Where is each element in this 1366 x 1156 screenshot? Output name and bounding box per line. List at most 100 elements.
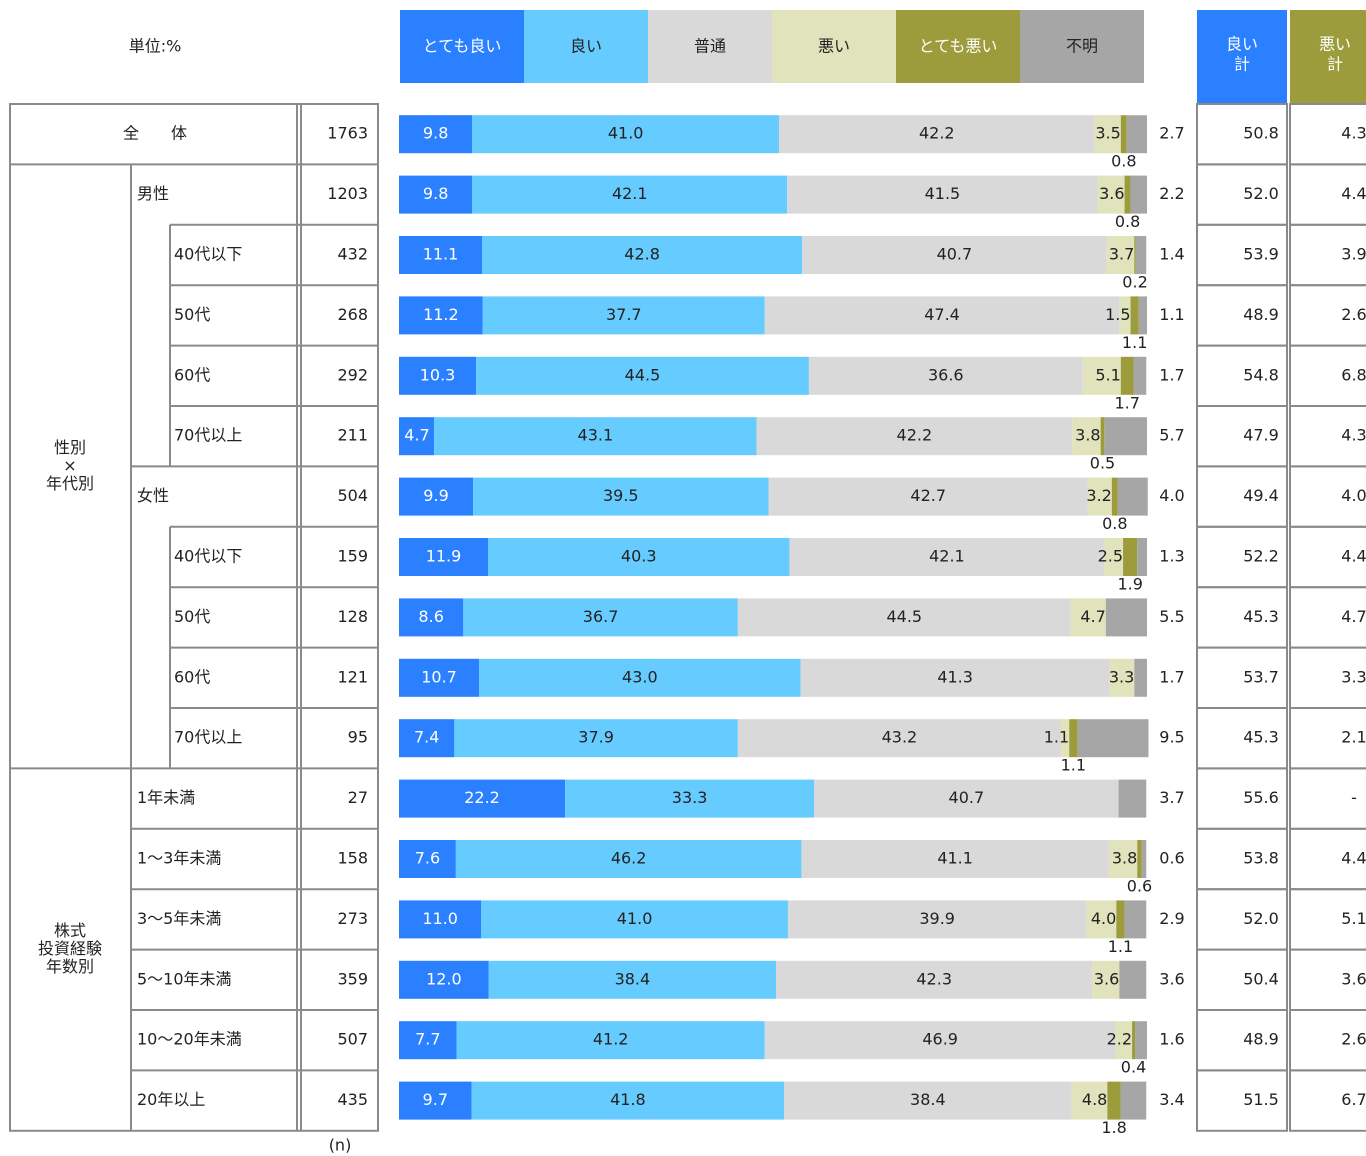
data-label: 1.7 (1114, 393, 1139, 412)
row-label: 1年未満 (137, 788, 195, 807)
data-label: 3.7 (1159, 788, 1184, 807)
bar-segment (481, 900, 788, 939)
summary-value: 4.4 (1341, 849, 1366, 868)
bar-segment (399, 598, 464, 637)
data-label: 37.9 (578, 728, 614, 747)
data-label: 0.4 (1121, 1058, 1146, 1077)
data-label: 1.9 (1117, 575, 1142, 594)
bar-segment (1134, 658, 1147, 697)
unit-label: 単位:% (129, 37, 182, 56)
bar-segment (1077, 719, 1149, 758)
bar-segment (1086, 900, 1117, 939)
group-label: × (63, 456, 76, 475)
summary-header-label: 良い (1226, 35, 1258, 54)
bar-segment (399, 477, 474, 516)
bar-segment (1070, 598, 1106, 637)
legend-label: とても悪い (919, 37, 998, 56)
bar-segment (1132, 1021, 1136, 1060)
data-label: 0.6 (1159, 849, 1184, 868)
n-value: 121 (337, 667, 368, 686)
data-label: 10.3 (420, 365, 456, 384)
data-label: 5.1 (1095, 365, 1120, 384)
summary-header-label: 悪い (1319, 35, 1351, 54)
group-label: 投資経験 (38, 939, 102, 958)
data-label: 38.4 (910, 1090, 946, 1109)
summary-header (1197, 10, 1287, 104)
row-label: 男性 (137, 184, 169, 203)
data-label: 1.8 (1101, 1118, 1126, 1137)
data-label: 4.7 (1080, 607, 1105, 626)
bar-segment (1120, 356, 1134, 395)
data-label: 36.6 (928, 365, 964, 384)
data-label: 0.8 (1102, 514, 1127, 533)
bar-segment (399, 236, 483, 274)
data-label: 41.1 (937, 849, 973, 868)
data-label: 4.8 (1082, 1090, 1107, 1109)
data-label: 3.2 (1086, 486, 1111, 505)
summary-value: 45.3 (1243, 607, 1279, 626)
row-label: 20年以上 (137, 1090, 205, 1109)
summary-value: 5.1 (1341, 909, 1366, 928)
bar-segment (399, 115, 473, 154)
legend-label: 悪い (818, 37, 850, 56)
summary-value: 55.6 (1243, 788, 1279, 807)
summary-value: 53.7 (1243, 667, 1279, 686)
data-label: 8.6 (418, 607, 443, 626)
n-value: 211 (337, 426, 368, 445)
bar-segment (1124, 900, 1147, 939)
bar-segment (1072, 417, 1101, 456)
bar-segment (1100, 417, 1105, 456)
summary-value: 4.7 (1341, 607, 1366, 626)
summary-value: 53.8 (1243, 849, 1279, 868)
data-label: 0.6 (1127, 877, 1152, 896)
bar-segment (1120, 1081, 1147, 1120)
bar-segment (1123, 538, 1138, 576)
bar-segment (463, 598, 738, 637)
data-label: 11.9 (426, 547, 462, 566)
bar-segment (1133, 356, 1147, 395)
summary-value: 52.2 (1243, 547, 1279, 566)
bar-segment (800, 658, 1110, 697)
summary-header-label: 計 (1327, 55, 1343, 74)
data-label: 1.7 (1159, 667, 1184, 686)
bar-segment (1137, 538, 1147, 576)
data-label: 3.6 (1099, 184, 1124, 203)
data-label: 3.5 (1095, 124, 1120, 143)
data-label: 3.4 (1159, 1090, 1184, 1109)
bar-segment (1104, 417, 1147, 456)
bar-segment (399, 840, 456, 878)
summary-value: 52.0 (1243, 184, 1279, 203)
summary-value: 48.9 (1243, 305, 1279, 324)
n-value: 504 (337, 486, 368, 505)
n-value: 435 (337, 1090, 368, 1109)
data-label: 2.5 (1098, 547, 1123, 566)
data-label: 7.6 (415, 849, 440, 868)
summary-value: 4.3 (1341, 426, 1366, 445)
data-label: 11.2 (423, 305, 459, 324)
legend-label: 不明 (1066, 37, 1098, 56)
data-label: 42.2 (897, 426, 933, 445)
summary-value: 48.9 (1243, 1030, 1279, 1049)
bar-segment (1071, 1081, 1108, 1120)
n-label: (n) (329, 1136, 352, 1155)
data-label: 9.7 (423, 1090, 448, 1109)
summary-header-label: 計 (1234, 55, 1250, 74)
summary-value: 54.8 (1243, 365, 1279, 384)
bar-segment (778, 115, 1095, 154)
data-label: 41.3 (937, 667, 973, 686)
data-label: 3.7 (1109, 245, 1134, 264)
bar-segment (399, 296, 483, 335)
summary-value: 51.5 (1243, 1090, 1279, 1109)
data-label: 1.1 (1122, 333, 1147, 352)
bar-segment (399, 960, 489, 999)
bar-segment (1087, 477, 1112, 516)
summary-value: 4.4 (1341, 547, 1366, 566)
summary-value: 4.3 (1341, 124, 1366, 143)
row-label: 60代 (174, 365, 210, 384)
data-label: 43.1 (578, 426, 614, 445)
row-label: 1〜3年未満 (137, 849, 221, 868)
data-label: 11.1 (423, 245, 459, 264)
summary-value: 4.4 (1341, 184, 1366, 203)
bar-segment (1060, 719, 1070, 758)
data-label: 0.5 (1090, 454, 1115, 473)
